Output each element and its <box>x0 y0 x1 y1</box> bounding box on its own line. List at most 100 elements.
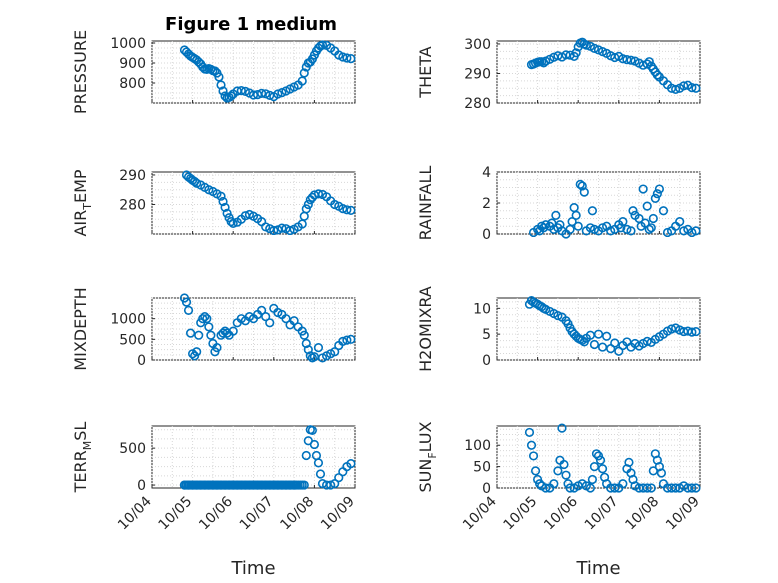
panel-rainfall: 0 2 4 RAINFALL <box>416 165 701 243</box>
data-point <box>303 199 313 210</box>
data-point <box>218 86 228 96</box>
x-tick-label: 10/04 <box>460 493 500 533</box>
data-point <box>181 297 192 307</box>
data-point <box>313 189 324 199</box>
data-point <box>301 204 311 214</box>
data-point <box>640 218 650 228</box>
data-point <box>299 480 309 490</box>
data-point <box>220 202 230 213</box>
x-tick-label: 10/09 <box>663 494 703 534</box>
x-axis-label: Time <box>230 558 275 579</box>
data-point <box>589 462 600 472</box>
data-point <box>206 330 216 340</box>
data-point <box>606 226 616 236</box>
data-point <box>346 53 356 64</box>
y-tick-label: 280 <box>119 197 146 213</box>
panel-h2omixra: 0 5 10 H2OMIXRA <box>416 286 701 372</box>
data-point <box>269 225 279 236</box>
data-point <box>330 347 340 357</box>
y-axis-label: AIRTEMP <box>71 169 94 236</box>
data-point <box>313 343 324 353</box>
data-point <box>277 87 287 98</box>
data-point <box>587 474 598 485</box>
data-point <box>656 468 667 478</box>
data-point <box>307 425 317 436</box>
y-tick-label: 500 <box>119 441 146 457</box>
x-tick-label: 10/06 <box>196 493 236 533</box>
x-tick-label: 10/07 <box>582 494 622 534</box>
data-point <box>626 226 636 236</box>
x-tick-label: 10/05 <box>501 494 541 534</box>
data-point <box>642 336 652 347</box>
data-point <box>228 326 238 336</box>
data-point <box>652 70 662 80</box>
y-tick-label: 50 <box>473 460 491 476</box>
data-point <box>691 326 701 337</box>
data-point <box>257 88 267 98</box>
data-point <box>303 345 313 355</box>
x-tick-label: 10/06 <box>541 493 581 533</box>
data-point <box>228 218 238 228</box>
data-point <box>557 423 567 433</box>
y-tick-label: 800 <box>119 76 146 92</box>
data-point <box>573 221 583 231</box>
data-point <box>216 80 226 90</box>
data-point <box>591 449 602 459</box>
data-point <box>624 457 634 467</box>
data-point <box>212 343 222 353</box>
data-point <box>526 440 537 450</box>
data-point <box>691 483 701 493</box>
data-point <box>610 483 620 493</box>
data-point <box>595 455 606 465</box>
data-point <box>549 479 559 489</box>
data-point <box>618 479 628 489</box>
data-point <box>226 217 236 227</box>
data-point <box>214 72 224 82</box>
data-point <box>299 68 309 78</box>
data-point <box>577 181 587 191</box>
data-point <box>265 318 275 328</box>
data-point <box>589 43 600 53</box>
y-axis-label: TERRMSL <box>71 422 94 494</box>
data-point <box>565 483 575 493</box>
data-point <box>200 312 210 322</box>
data-point <box>646 223 656 233</box>
y-axis-label: RAINFALL <box>416 166 435 241</box>
data-point <box>218 196 228 207</box>
data-point <box>587 206 598 216</box>
x-tick-label: 10/07 <box>237 494 277 534</box>
x-tick-label: 10/04 <box>115 493 155 533</box>
data-point <box>273 89 283 99</box>
data-point <box>210 66 220 76</box>
data-point <box>553 310 563 321</box>
x-axis-label: Time <box>575 558 620 579</box>
data-point <box>616 223 626 233</box>
data-point <box>218 328 228 338</box>
data-point <box>652 189 662 199</box>
data-point <box>642 201 652 211</box>
data-point <box>585 223 595 233</box>
data-point <box>183 305 194 316</box>
y-tick-label: 0 <box>137 478 146 494</box>
data-point <box>581 40 591 50</box>
data-point <box>530 466 541 476</box>
data-point <box>289 316 299 326</box>
data-point <box>593 451 604 461</box>
data-point <box>644 57 654 67</box>
y-tick-label: 1000 <box>110 36 146 52</box>
y-tick-label: 4 <box>482 165 491 181</box>
data-point <box>346 459 356 469</box>
y-axis-label: MIXDEPTH <box>71 287 90 370</box>
data-point <box>648 213 658 224</box>
y-tick-label: 0 <box>482 481 491 497</box>
y-tick-label: 900 <box>119 56 146 72</box>
data-point <box>597 223 608 233</box>
data-point <box>338 52 348 62</box>
data-point <box>524 427 535 438</box>
data-point <box>185 328 196 338</box>
data-point <box>642 483 652 493</box>
data-point <box>687 327 697 337</box>
data-point <box>346 334 356 344</box>
data-point <box>691 226 701 236</box>
y-axis-label: SUNFLUX <box>416 421 439 492</box>
